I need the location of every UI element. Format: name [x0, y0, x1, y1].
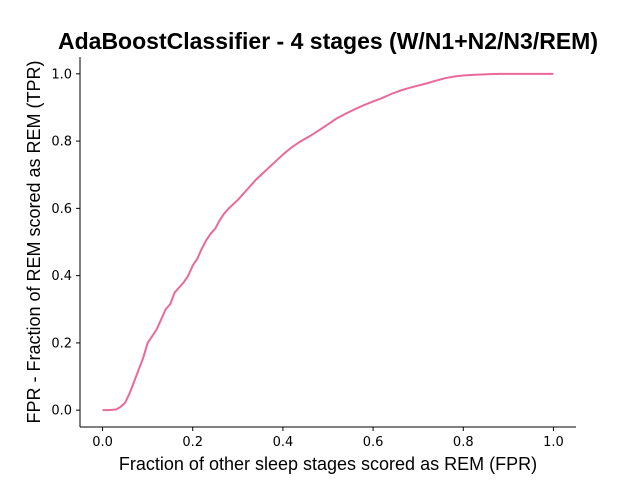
y-tick-label: 0.6	[51, 202, 72, 217]
y-tick-label: 0.8	[51, 135, 72, 150]
y-axis-label: FPR - Fraction of REM scored as REM (TPR…	[24, 60, 44, 423]
y-tick-label: 1.0	[51, 67, 72, 82]
x-tick-label: 0.8	[453, 435, 474, 450]
x-tick-label: 1.0	[543, 435, 564, 450]
x-axis-label: Fraction of other sleep stages scored as…	[119, 454, 537, 474]
x-tick-label: 0.0	[92, 435, 113, 450]
x-tick-label: 0.2	[182, 435, 203, 450]
x-tick-label: 0.4	[273, 435, 294, 450]
roc-curve-line	[103, 74, 554, 410]
y-tick-label: 0.2	[51, 336, 72, 351]
y-tick-label: 0.4	[51, 269, 72, 284]
chart-title: AdaBoostClassifier - 4 stages (W/N1+N2/N…	[58, 28, 598, 54]
x-tick-label: 0.6	[363, 435, 384, 450]
y-tick-label: 0.0	[51, 404, 72, 419]
